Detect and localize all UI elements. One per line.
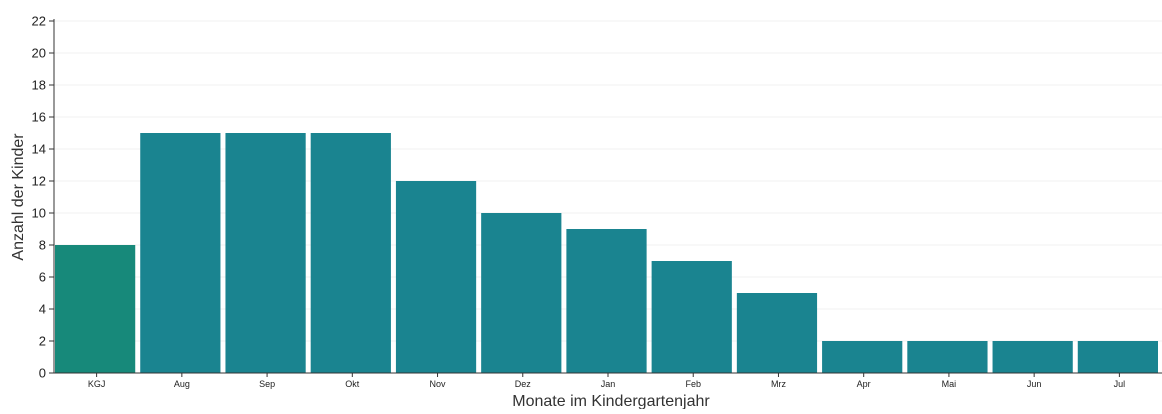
y-axis-title: Anzahl der Kinder [10,133,27,261]
x-tick-label: Okt [345,379,360,389]
y-tick-label: 20 [32,46,46,61]
y-tick-label: 8 [39,238,46,253]
x-tick-label: Jan [601,379,616,389]
y-tick-label: 0 [39,366,46,381]
y-tick-label: 4 [39,302,46,317]
y-tick-label: 18 [32,78,46,93]
bar-aug [140,133,221,373]
y-tick-label: 16 [32,110,46,125]
bar-kgj [55,245,136,373]
x-tick-label: Mai [942,379,957,389]
x-tick-label: Nov [430,379,447,389]
bar-mai [907,341,988,373]
y-tick-label: 10 [32,206,46,221]
x-tick-label: Jun [1027,379,1042,389]
x-tick-label: Sep [259,379,275,389]
bar-jun [992,341,1073,373]
x-tick-label: Apr [857,379,871,389]
bar-apr [822,341,903,373]
bar-dez [481,213,562,373]
bar-nov [395,181,477,373]
bar-jan [566,229,647,373]
x-tick-label: Dez [515,379,532,389]
x-tick-label: Aug [174,379,190,389]
x-axis-title: Monate im Kindergartenjahr [512,393,710,409]
bar-okt [310,133,391,373]
bar-jul [1077,341,1158,373]
y-tick-label: 12 [32,174,46,189]
x-tick-label: Mrz [771,379,786,389]
x-tick-label: KGJ [88,379,106,389]
y-tick-label: 22 [32,14,46,29]
bars [55,133,1158,373]
x-tick-label: Feb [685,379,701,389]
bar-feb [651,261,732,373]
bar-mrz [736,293,818,373]
y-tick-label: 6 [39,270,46,285]
y-tick-label: 2 [39,334,46,349]
y-tick-label: 14 [32,142,46,157]
axes: 0 2 4 6 8 10 12 14 16 18 20 22 KGJ Aug Sep Okt Nov Dez Jan… [32,14,1162,389]
bar-sep [225,133,306,373]
x-tick-label: Jul [1114,379,1126,389]
